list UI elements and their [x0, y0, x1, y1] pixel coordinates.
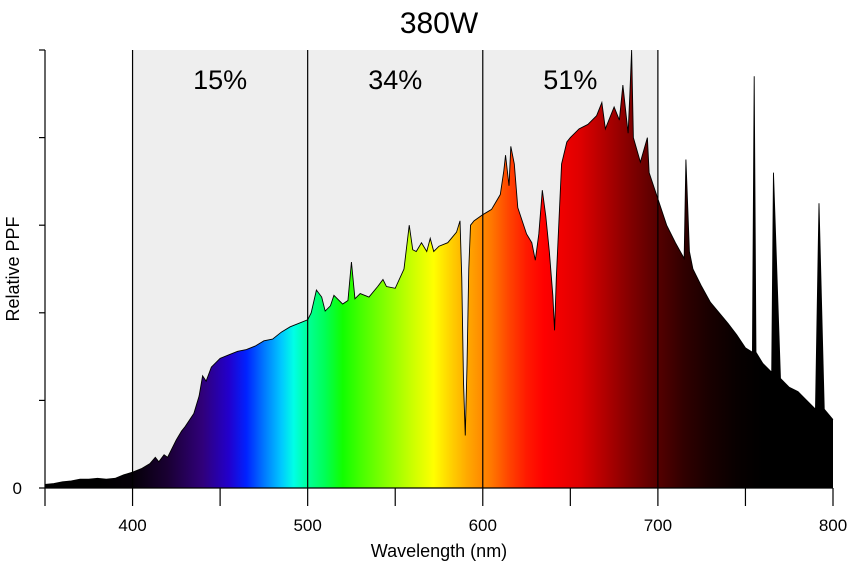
y-axis-title: Relative PPF	[3, 216, 23, 321]
band-red-label: 51%	[543, 65, 597, 95]
y-tick-label-0: 0	[13, 479, 22, 498]
band-divider-group	[131, 50, 659, 488]
spectrum-area-fill	[45, 50, 833, 488]
y-ticks-group: 0	[13, 49, 45, 498]
spectrum-series-line	[44, 49, 834, 485]
x-ticks-group: 400 500 600 700 800	[44, 488, 847, 535]
x-tick-label-500: 500	[293, 516, 321, 535]
x-tick-label-700: 700	[644, 516, 672, 535]
band-green-label: 34%	[368, 65, 422, 95]
band-blue-label: 15%	[193, 65, 247, 95]
band-label-group: 15% 34% 51%	[193, 65, 597, 95]
x-tick-label-400: 400	[118, 516, 146, 535]
x-axis-title: Wavelength (nm)	[371, 541, 507, 561]
x-tick-label-800: 800	[819, 516, 847, 535]
spectrum-area-group	[44, 49, 834, 488]
x-tick-label-600: 600	[469, 516, 497, 535]
chart-title: 380W	[400, 7, 479, 40]
